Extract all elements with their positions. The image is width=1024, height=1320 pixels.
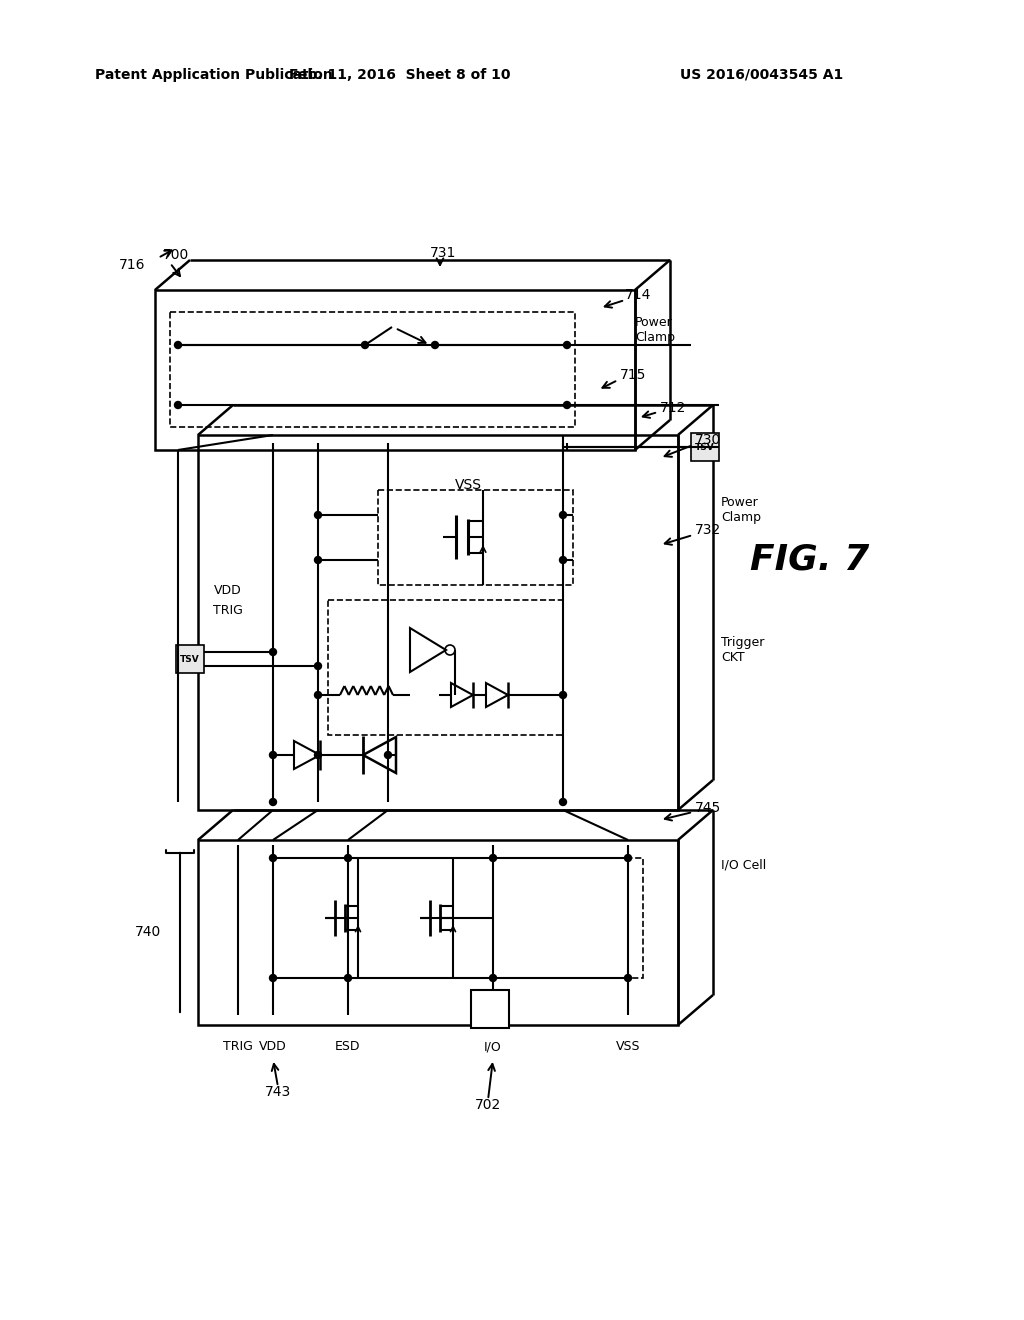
Bar <box>155 290 635 450</box>
Text: 740: 740 <box>135 925 161 939</box>
Text: I/O Cell: I/O Cell <box>721 858 766 871</box>
Circle shape <box>559 557 566 564</box>
Bar <box>273 858 643 978</box>
Text: Patent Application Publication: Patent Application Publication <box>95 69 333 82</box>
Circle shape <box>625 974 632 982</box>
Circle shape <box>559 511 566 519</box>
Text: VDD: VDD <box>214 583 242 597</box>
Circle shape <box>269 974 276 982</box>
Bar <box>198 840 678 1026</box>
Circle shape <box>384 751 391 759</box>
Text: TRIG: TRIG <box>223 1040 253 1053</box>
Circle shape <box>344 854 351 862</box>
Circle shape <box>559 692 566 698</box>
Text: VDD: VDD <box>259 1040 287 1053</box>
Text: 702: 702 <box>475 1098 501 1111</box>
Circle shape <box>314 511 322 519</box>
Text: 730: 730 <box>695 433 721 447</box>
Text: Power
Clamp: Power Clamp <box>635 315 675 345</box>
Text: ESD: ESD <box>335 1040 360 1053</box>
Text: 732: 732 <box>695 523 721 537</box>
Circle shape <box>361 342 369 348</box>
Text: TSV: TSV <box>180 655 200 664</box>
Circle shape <box>174 401 181 408</box>
Circle shape <box>174 342 181 348</box>
Bar <box>328 601 563 735</box>
Text: TSV: TSV <box>695 442 715 451</box>
Text: US 2016/0043545 A1: US 2016/0043545 A1 <box>680 69 843 82</box>
Text: 716: 716 <box>119 257 145 272</box>
Text: 745: 745 <box>695 801 721 814</box>
Text: Trigger
CKT: Trigger CKT <box>721 636 764 664</box>
Text: VSS: VSS <box>455 478 481 492</box>
Circle shape <box>314 692 322 698</box>
Text: 712: 712 <box>660 401 686 414</box>
Circle shape <box>314 663 322 669</box>
Text: TRIG: TRIG <box>213 603 243 616</box>
Circle shape <box>625 854 632 862</box>
Circle shape <box>269 751 276 759</box>
Text: 714: 714 <box>625 288 651 302</box>
Text: Power
Clamp: Power Clamp <box>721 496 761 524</box>
Circle shape <box>431 342 438 348</box>
Text: FIG. 7: FIG. 7 <box>751 543 869 577</box>
Bar <box>471 990 509 1028</box>
Circle shape <box>563 342 570 348</box>
Circle shape <box>563 401 570 408</box>
Circle shape <box>269 799 276 805</box>
Circle shape <box>489 854 497 862</box>
Circle shape <box>269 854 276 862</box>
Text: 700: 700 <box>163 248 189 261</box>
Circle shape <box>314 557 322 564</box>
Bar <box>176 645 204 673</box>
Text: I/O: I/O <box>484 1040 502 1053</box>
Text: VSS: VSS <box>615 1040 640 1053</box>
Circle shape <box>559 799 566 805</box>
Circle shape <box>269 648 276 656</box>
Circle shape <box>344 974 351 982</box>
Text: 731: 731 <box>430 246 457 260</box>
Bar <box>170 312 575 426</box>
Bar <box>198 436 678 810</box>
Circle shape <box>314 751 322 759</box>
Bar <box>691 433 719 461</box>
Text: 715: 715 <box>620 368 646 381</box>
Circle shape <box>489 974 497 982</box>
Text: Feb. 11, 2016  Sheet 8 of 10: Feb. 11, 2016 Sheet 8 of 10 <box>289 69 511 82</box>
Bar <box>378 490 573 585</box>
Text: 743: 743 <box>265 1085 291 1100</box>
